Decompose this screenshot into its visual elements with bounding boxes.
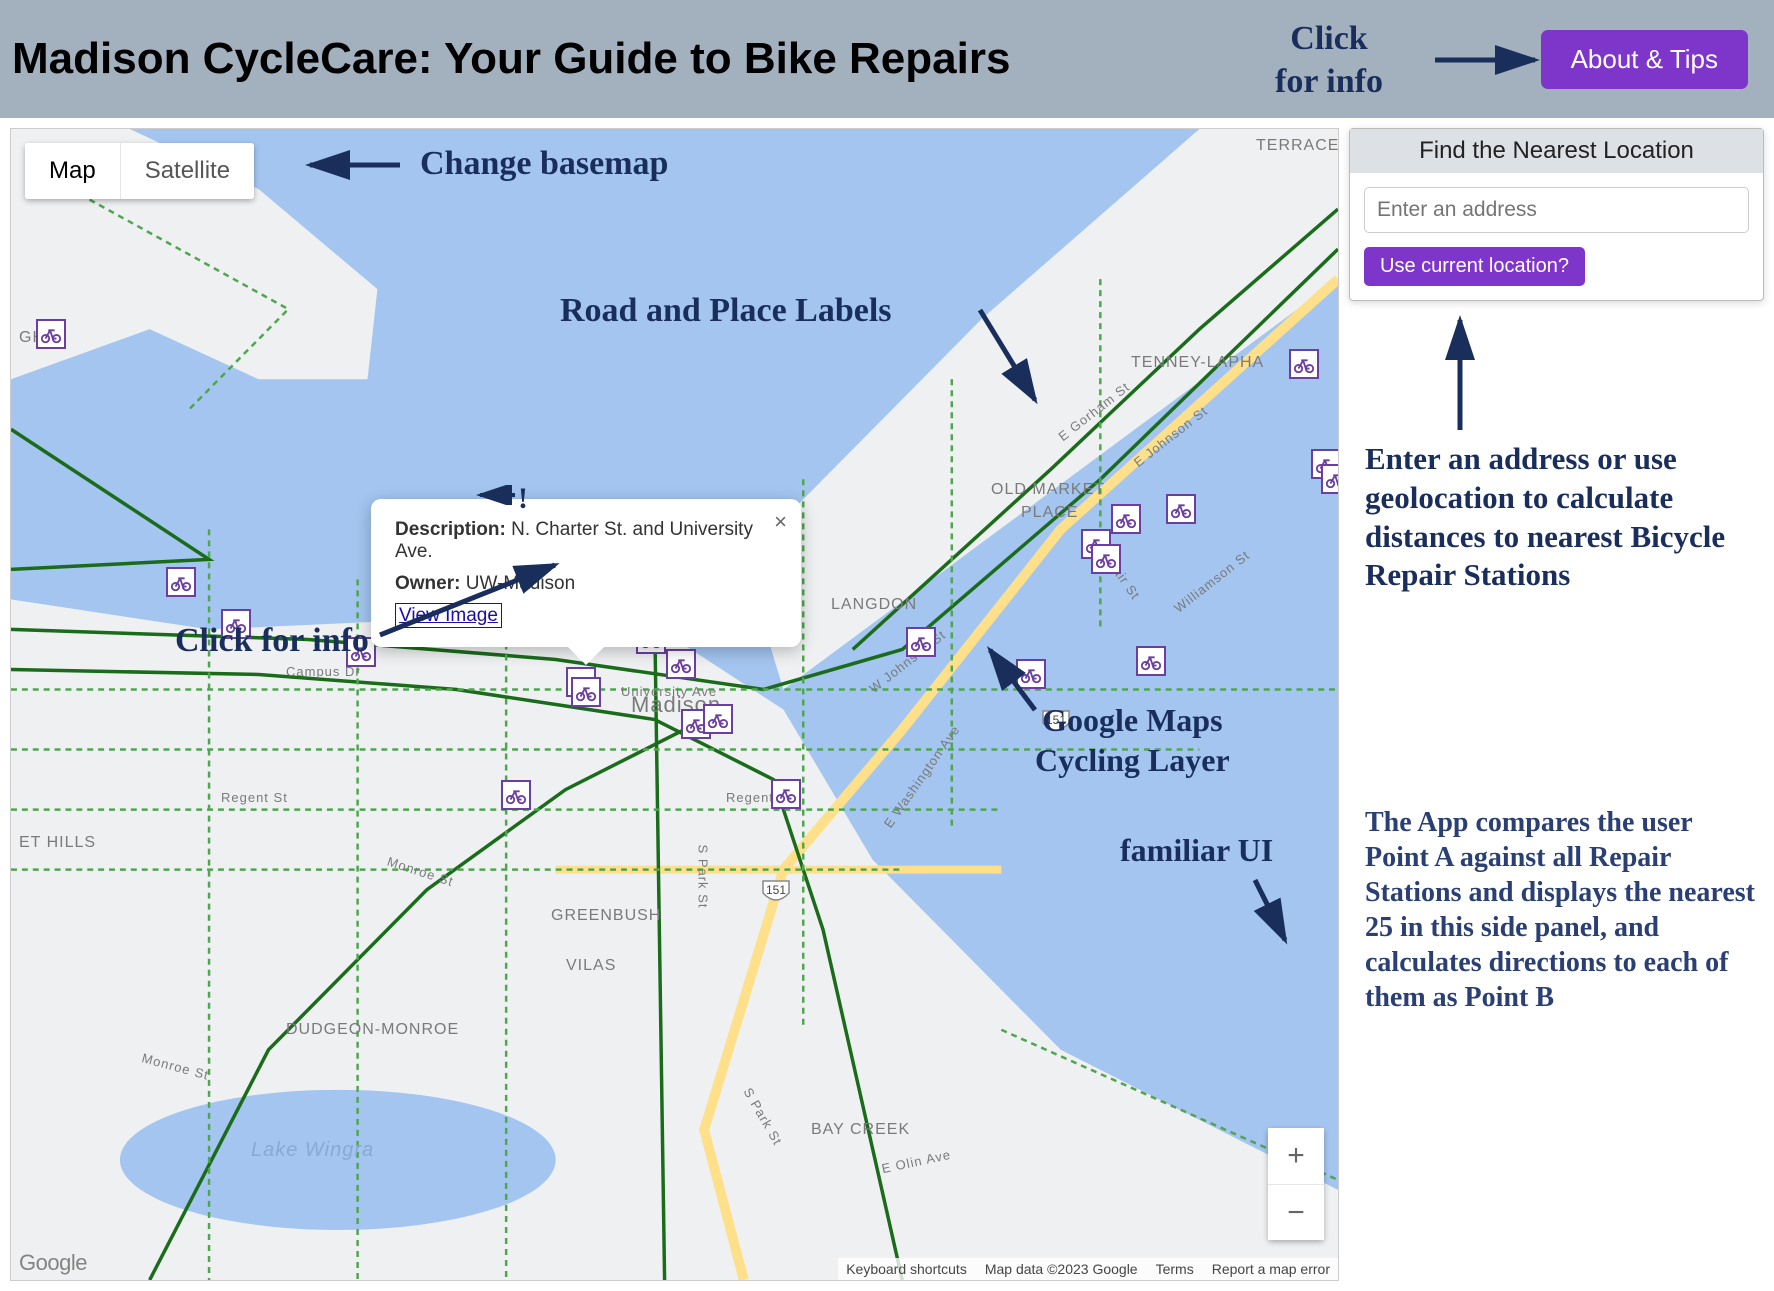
address-input[interactable] bbox=[1364, 187, 1749, 233]
neighborhood-label: LANGDON bbox=[831, 596, 917, 614]
repair-station-marker[interactable] bbox=[1321, 464, 1339, 494]
info-description-row: Description: N. Charter St. and Universi… bbox=[395, 519, 777, 563]
repair-station-marker[interactable] bbox=[1016, 659, 1046, 689]
neighborhood-label: BAY CREEK bbox=[811, 1121, 910, 1139]
side-panel: Find the Nearest Location Use current lo… bbox=[1349, 128, 1764, 1281]
zoom-in-button[interactable]: + bbox=[1268, 1128, 1324, 1184]
anno-side-desc2: The App compares the user Point A agains… bbox=[1365, 805, 1755, 1015]
repair-station-marker[interactable] bbox=[666, 649, 696, 679]
repair-station-marker[interactable] bbox=[771, 779, 801, 809]
repair-station-marker[interactable] bbox=[36, 319, 66, 349]
page-title: Madison CycleCare: Your Guide to Bike Re… bbox=[12, 34, 1010, 84]
repair-station-marker[interactable] bbox=[571, 677, 601, 707]
repair-station-marker[interactable] bbox=[1111, 504, 1141, 534]
header-bar: Madison CycleCare: Your Guide to Bike Re… bbox=[0, 0, 1774, 118]
repair-station-marker[interactable] bbox=[906, 627, 936, 657]
use-current-location-button[interactable]: Use current location? bbox=[1364, 247, 1585, 286]
neighborhood-label: DUDGEON-MONROE bbox=[286, 1021, 459, 1039]
map-type-control: Map Satellite bbox=[25, 143, 254, 199]
anno-side-desc1: Enter an address or use geolocation to c… bbox=[1365, 440, 1755, 595]
info-owner-row: Owner: UW-Madison bbox=[395, 573, 777, 595]
repair-station-marker[interactable] bbox=[1091, 544, 1121, 574]
view-image-link[interactable]: View Image bbox=[395, 603, 502, 628]
anno-click-for-info-top: Click for info bbox=[1275, 18, 1383, 103]
svg-text:151: 151 bbox=[766, 883, 786, 897]
repair-station-marker[interactable] bbox=[166, 567, 196, 597]
anno-road-place-labels: Road and Place Labels bbox=[560, 290, 892, 333]
neighborhood-label: PLACE bbox=[1021, 504, 1078, 522]
neighborhood-label: TERRACE bbox=[1256, 137, 1339, 155]
map-data-text: Map data ©2023 Google bbox=[985, 1261, 1138, 1277]
repair-station-marker[interactable] bbox=[1136, 646, 1166, 676]
info-owner-value: UW-Madison bbox=[460, 573, 575, 594]
info-desc-label: Description: bbox=[395, 519, 506, 540]
repair-station-marker[interactable] bbox=[1166, 494, 1196, 524]
repair-station-marker[interactable] bbox=[703, 704, 733, 734]
neighborhood-label: TENNEY-LAPHA bbox=[1131, 354, 1264, 372]
info-owner-label: Owner: bbox=[395, 573, 460, 594]
about-tips-button[interactable]: About & Tips bbox=[1541, 30, 1748, 89]
close-icon[interactable]: × bbox=[774, 509, 787, 535]
google-logo: Google bbox=[19, 1250, 87, 1276]
find-nearest-box: Find the Nearest Location Use current lo… bbox=[1349, 128, 1764, 301]
repair-station-marker[interactable] bbox=[1289, 349, 1319, 379]
map-attribution: Keyboard shortcuts Map data ©2023 Google… bbox=[838, 1258, 1338, 1280]
anno-bang: ! bbox=[518, 480, 528, 518]
anno-click-for-info-marker: Click for info bbox=[175, 620, 369, 663]
street-label: Regent St bbox=[221, 790, 288, 805]
anno-change-basemap: Change basemap bbox=[420, 143, 668, 186]
zoom-control: + − bbox=[1268, 1128, 1324, 1240]
find-title: Find the Nearest Location bbox=[1350, 129, 1763, 173]
keyboard-shortcuts-link[interactable]: Keyboard shortcuts bbox=[846, 1261, 967, 1277]
map-lake-label: Lake Wingra bbox=[251, 1139, 374, 1162]
report-error-link[interactable]: Report a map error bbox=[1212, 1261, 1330, 1277]
terms-link[interactable]: Terms bbox=[1156, 1261, 1194, 1277]
neighborhood-label: ET HILLS bbox=[19, 834, 96, 852]
map-type-map-button[interactable]: Map bbox=[25, 143, 120, 199]
anno-familiar-ui: familiar UI bbox=[1120, 830, 1273, 870]
neighborhood-label: GREENBUSH bbox=[551, 907, 661, 925]
neighborhood-label: VILAS bbox=[566, 957, 616, 975]
highway-shield: 151 bbox=[761, 879, 791, 910]
map-type-satellite-button[interactable]: Satellite bbox=[120, 143, 254, 199]
street-label: S Park St bbox=[695, 845, 710, 909]
zoom-out-button[interactable]: − bbox=[1268, 1184, 1324, 1240]
anno-cycling-layer: Google Maps Cycling Layer bbox=[1035, 700, 1230, 780]
repair-station-marker[interactable] bbox=[501, 780, 531, 810]
info-window: × Description: N. Charter St. and Univer… bbox=[371, 499, 801, 647]
neighborhood-label: OLD MARKET bbox=[991, 481, 1105, 499]
